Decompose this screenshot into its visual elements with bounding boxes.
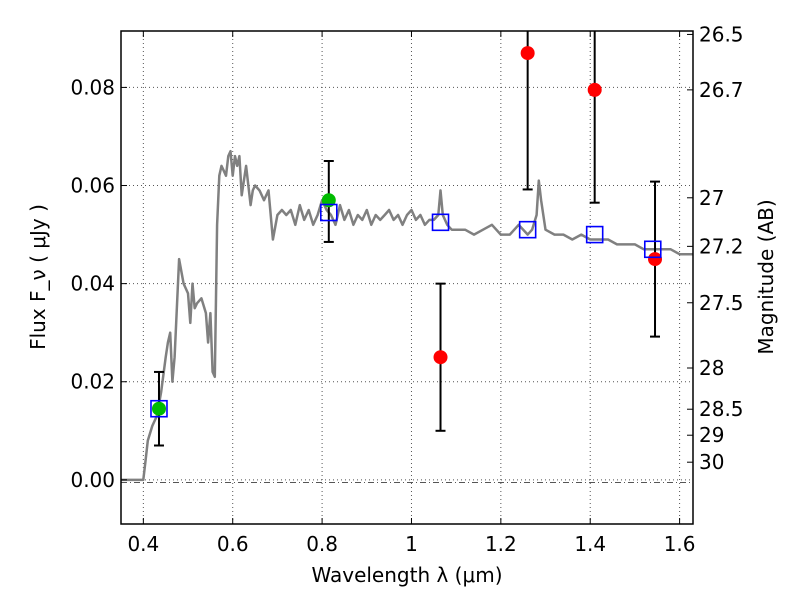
x-axis-ticks: 0.4 0.6 0.8 1 1.2 1.4 1.6 (127, 31, 696, 556)
y-axis-title: Flux F_ν ( μJy ) (26, 204, 50, 350)
x-axis-title: Wavelength λ (μm) (311, 563, 502, 587)
y2-axis-title: Magnitude (AB) (754, 199, 778, 354)
y2-tick-label: 26.7 (699, 78, 744, 102)
y2-axis-ticks: 26.5 26.7 27 27.2 27.5 28 28.529 30 (687, 22, 744, 474)
y2-tick-label: 26.5 (699, 22, 744, 46)
y2-tick-label: 27.2 (699, 234, 744, 258)
detection-point (151, 401, 166, 416)
synthetic-squares-group (150, 203, 662, 418)
y2-tick-label: 27 (699, 186, 724, 210)
x-tick-label: 0.4 (127, 532, 159, 556)
points-group (151, 46, 663, 416)
y-tick-label: 0.06 (70, 174, 115, 198)
plot-frame (120, 30, 694, 525)
y-tick-label: 0.02 (70, 370, 115, 394)
y-tick-label: 0.04 (70, 272, 115, 296)
grid (121, 31, 693, 524)
synthetic-square (150, 399, 168, 418)
synthetic-square (319, 203, 338, 222)
y2-tick-label: 28.5 (699, 397, 744, 421)
y-axis-ticks: 0.00 0.02 0.04 0.06 0.08 (70, 75, 127, 492)
synthetic-square (643, 240, 662, 259)
x-tick-label: 0.8 (306, 532, 338, 556)
observed-point (587, 82, 602, 97)
x-tick-label: 0.6 (217, 532, 249, 556)
model-spectrum-group (121, 149, 693, 482)
observed-point (648, 252, 663, 267)
x-tick-label: 1.6 (664, 532, 696, 556)
y-tick-label: 0.08 (70, 75, 115, 99)
x-tick-label: 1.2 (485, 532, 517, 556)
synthetic-square (431, 213, 450, 232)
x-tick-label: 1.4 (574, 532, 606, 556)
y-tick-label: 0.00 (70, 468, 115, 492)
x-tick-label: 1 (405, 532, 418, 556)
observed-point (433, 350, 448, 365)
synthetic-square (585, 225, 604, 244)
observed-point (520, 46, 535, 61)
y2-tick-label: 27.5 (699, 291, 744, 315)
y2-tick-label: 28 (699, 356, 724, 380)
synthetic-square (518, 220, 537, 239)
y2-tick-label: 29 (699, 423, 724, 447)
model-spectrum-line (121, 149, 693, 482)
y2-tick-label: 30 (699, 450, 724, 474)
errorbar-group (153, 31, 661, 447)
